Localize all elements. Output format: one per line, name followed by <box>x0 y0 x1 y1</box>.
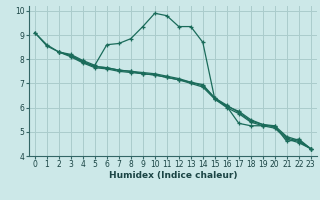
X-axis label: Humidex (Indice chaleur): Humidex (Indice chaleur) <box>108 171 237 180</box>
